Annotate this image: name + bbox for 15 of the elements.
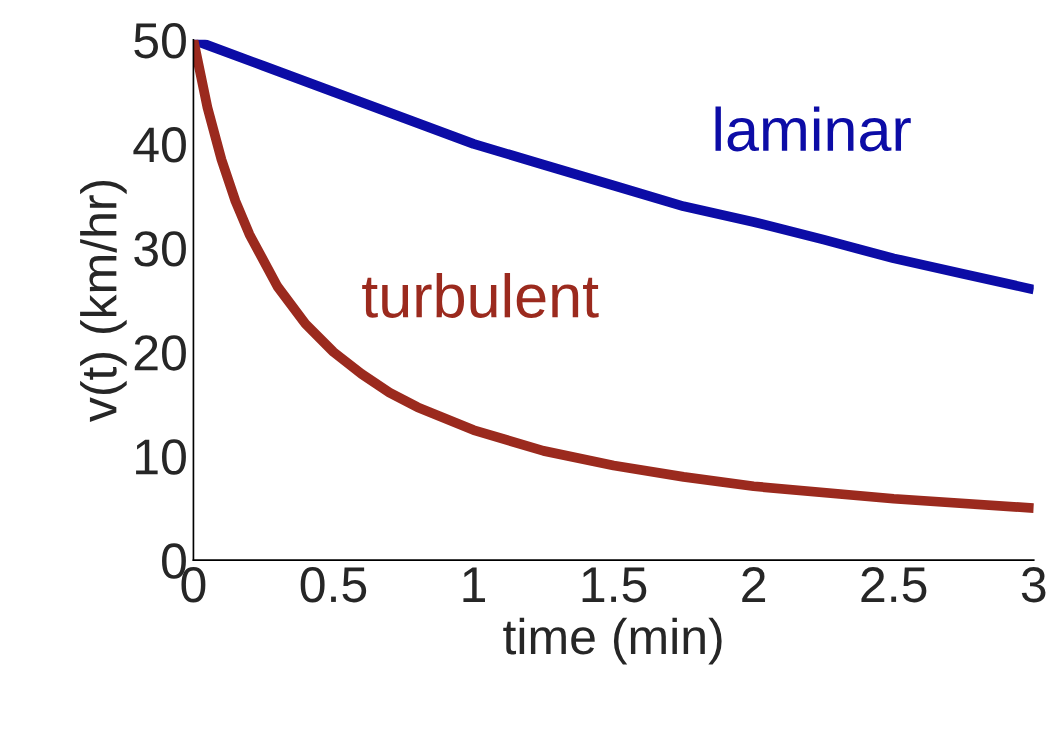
x-tick-label: 1 bbox=[463, 567, 485, 602]
x-tick-label: 0.5 bbox=[300, 567, 367, 603]
y-axis-title: v(t) (km/hr) bbox=[80, 180, 127, 423]
y-tick-label: 40 bbox=[133, 127, 186, 163]
x-axis-title: time (min) bbox=[503, 617, 722, 665]
x-tick-label: 2 bbox=[742, 567, 766, 602]
x-tick-label: 3 bbox=[1021, 567, 1046, 603]
series-label: laminar bbox=[715, 106, 911, 152]
y-tick-label: 50 bbox=[134, 23, 186, 59]
series-label: turbulent bbox=[362, 273, 599, 318]
y-tick-label: 10 bbox=[136, 439, 186, 475]
y-tick-label: 30 bbox=[134, 231, 186, 267]
x-tick-label: 1.5 bbox=[582, 567, 647, 603]
x-tick-label: 2.5 bbox=[861, 567, 927, 603]
y-tick-label: 20 bbox=[134, 335, 186, 371]
